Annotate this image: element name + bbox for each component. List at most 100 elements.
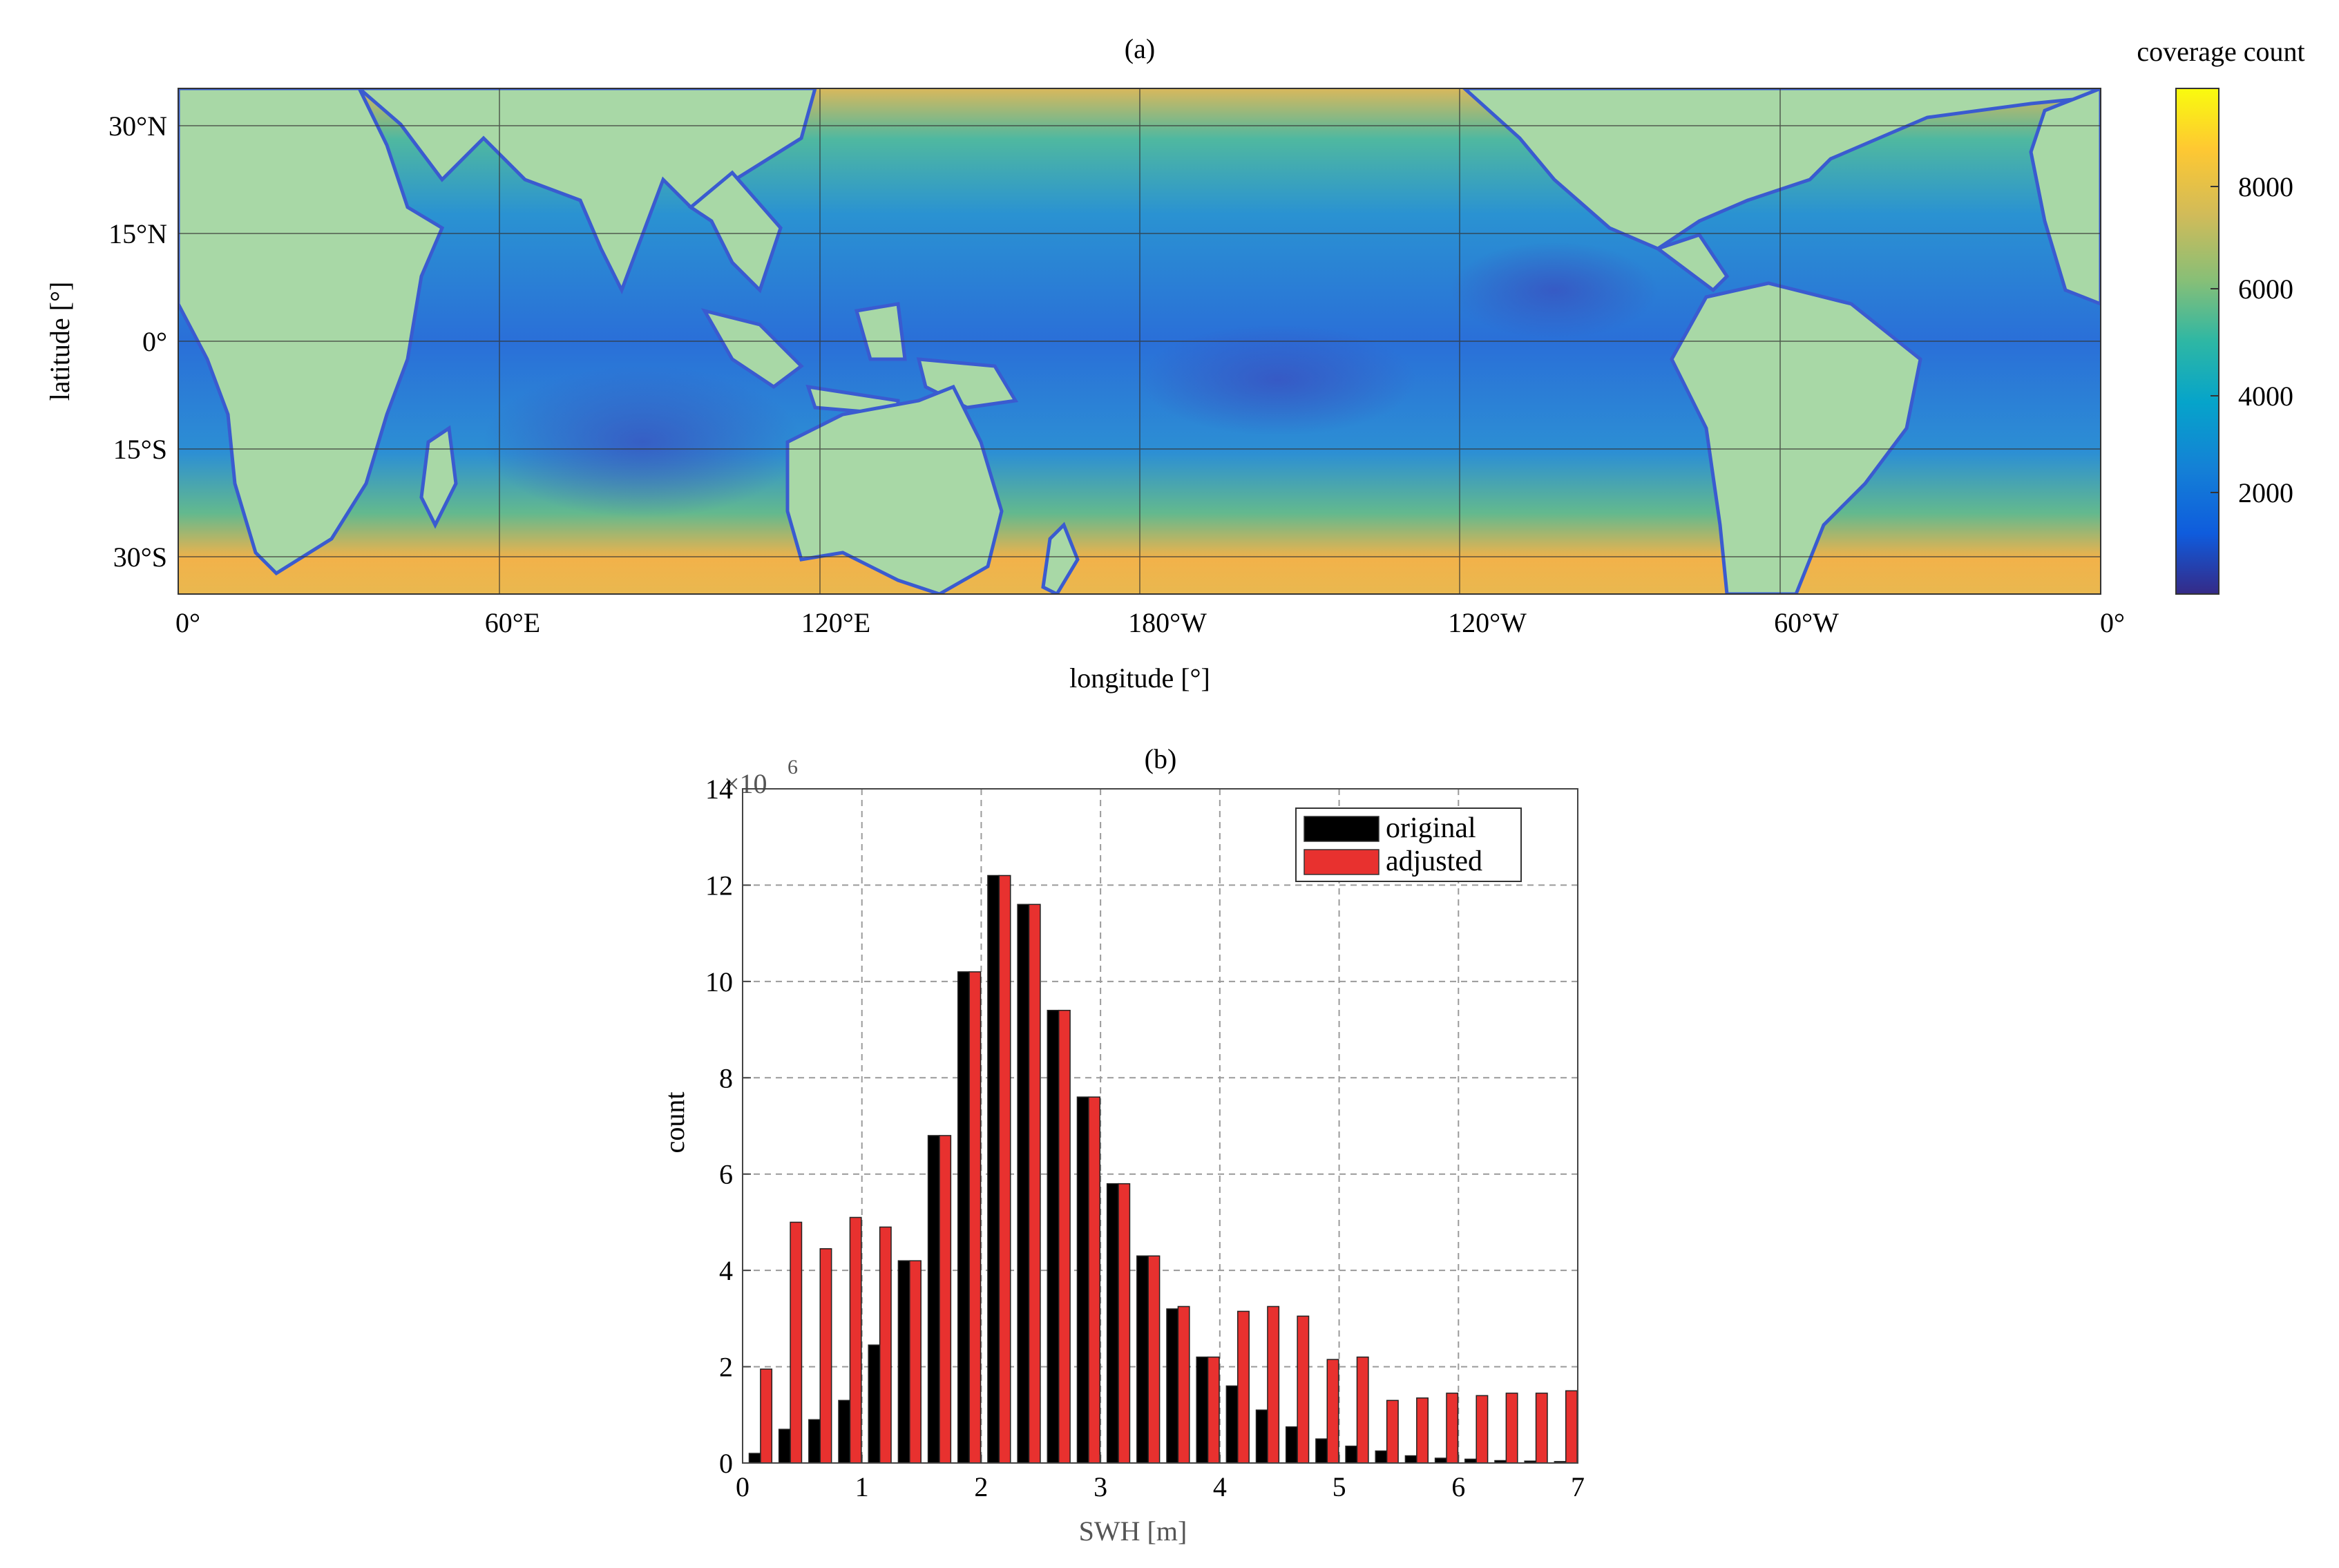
bar-original	[1375, 1450, 1388, 1464]
colorbar-title: coverage count	[2137, 36, 2304, 67]
plot-bars	[748, 874, 1578, 1464]
x-tick-label: 5	[1333, 1471, 1346, 1502]
bar-original	[868, 1344, 881, 1464]
legend-swatch-adjusted	[1304, 849, 1379, 875]
bar-adjusted	[1505, 1393, 1518, 1464]
bar-original	[1047, 1009, 1060, 1464]
bar-adjusted	[1446, 1393, 1459, 1464]
colorbar: coverage count 2000 4000 6000 8000	[2137, 36, 2305, 595]
bar-adjusted	[1565, 1390, 1578, 1464]
bar-original	[808, 1419, 821, 1464]
bar-adjusted	[1416, 1397, 1429, 1464]
bar-original	[1315, 1438, 1328, 1464]
x-tick-label: 1	[855, 1471, 869, 1502]
bar-adjusted	[1058, 1009, 1071, 1464]
legend-label-adjusted: adjusted	[1386, 845, 1482, 877]
lat-tick-label: 15°S	[113, 434, 167, 465]
colorbar-tick-label: 6000	[2238, 274, 2293, 305]
bar-original	[1434, 1457, 1447, 1464]
bar-original	[748, 1453, 761, 1464]
bar-original	[1136, 1255, 1149, 1464]
colorbar-tick-label: 2000	[2238, 477, 2293, 508]
legend: original adjusted	[1295, 807, 1522, 882]
bar-adjusted	[760, 1368, 773, 1464]
chart-xlabel: SWH [m]	[1079, 1516, 1187, 1547]
bar-adjusted	[1028, 903, 1041, 1464]
bar-adjusted	[939, 1135, 952, 1464]
map-ylabel: latitude [°]	[44, 282, 75, 401]
land-masses	[178, 88, 2101, 594]
bar-original	[1196, 1356, 1209, 1464]
lon-tick-label: 60°W	[1774, 607, 1839, 638]
lon-tick-label: 120°W	[1448, 607, 1527, 638]
y-tick-label: 0	[719, 1448, 733, 1479]
plot-frame	[742, 788, 1578, 1464]
bar-original	[987, 874, 1000, 1464]
bar-original	[1255, 1409, 1268, 1464]
x-tick-label: 2	[974, 1471, 988, 1502]
bar-original	[1166, 1308, 1179, 1464]
lon-tick-label: 180°W	[1128, 607, 1207, 638]
lat-tick-labels: 30°N 15°N 0° 15°S 30°S	[108, 111, 167, 573]
lon-tick-label: 120°E	[801, 607, 870, 638]
legend-swatch-original	[1304, 816, 1379, 842]
histogram-panel: (b) ×10 6 count SWH [m] 0 1 2 3 4 5 6 702468101…	[659, 743, 1585, 1547]
bar-original	[1076, 1096, 1089, 1464]
x-tick-label: 7	[1571, 1471, 1585, 1502]
x-tick-label: 3	[1094, 1471, 1107, 1502]
lon-tick-labels: 0° 60°E 120°E 180°W 120°W 60°W 0°	[175, 607, 2125, 638]
bar-adjusted	[1267, 1306, 1280, 1464]
bar-adjusted	[1207, 1356, 1220, 1464]
bar-adjusted	[1177, 1306, 1190, 1464]
bar-adjusted	[879, 1226, 892, 1464]
bar-adjusted	[1386, 1399, 1399, 1464]
lat-tick-label: 30°S	[113, 542, 167, 573]
lat-tick-label: 15°N	[108, 218, 167, 249]
legend-label-original: original	[1386, 812, 1476, 844]
bar-original	[1017, 903, 1030, 1464]
bar-original	[897, 1260, 910, 1464]
y-tick-label: 8	[719, 1062, 733, 1093]
bar-original	[1404, 1455, 1417, 1464]
lat-tick-label: 0°	[142, 326, 167, 357]
bar-adjusted	[1535, 1393, 1548, 1464]
lat-tick-label: 30°N	[108, 111, 167, 142]
y-multiplier-exponent: 6	[787, 756, 798, 778]
bar-adjusted	[790, 1221, 803, 1464]
chart-ylabel: count	[659, 1092, 690, 1154]
plot-grid	[742, 788, 1578, 1464]
bar-original	[927, 1135, 940, 1464]
coverage-map	[178, 88, 2101, 594]
lon-tick-label: 0°	[175, 607, 200, 638]
bar-adjusted	[968, 971, 982, 1464]
bar-original	[1225, 1385, 1239, 1464]
x-tick-label: 0	[736, 1471, 750, 1502]
bar-adjusted	[1147, 1255, 1161, 1464]
map-gridlines	[178, 88, 2101, 594]
map-frame	[178, 88, 2101, 595]
y-tick-label: 2	[719, 1352, 733, 1383]
colorbar-tick-label: 4000	[2238, 381, 2293, 412]
chart-title: (b)	[1145, 743, 1177, 774]
bar-original	[957, 971, 970, 1464]
bar-adjusted	[1356, 1356, 1369, 1464]
bar-adjusted	[1088, 1096, 1101, 1464]
bar-adjusted	[1118, 1183, 1131, 1464]
bar-original	[1345, 1445, 1358, 1464]
chart-multiplier: ×10 6	[724, 756, 798, 799]
map-xlabel: longitude [°]	[1069, 662, 1210, 694]
y-tick-label: 12	[705, 870, 733, 901]
y-tick-label: 6	[719, 1159, 733, 1190]
bar-adjusted	[1476, 1395, 1489, 1464]
bar-adjusted	[909, 1260, 922, 1464]
y-tick-label: 14	[705, 774, 733, 805]
map-panel: (a)	[44, 33, 2305, 694]
y-tick-label: 4	[719, 1255, 733, 1286]
bar-original	[1106, 1183, 1119, 1464]
bar-adjusted	[1326, 1359, 1339, 1464]
map-panel-label: (a)	[1125, 33, 1155, 64]
bar-original	[1285, 1426, 1298, 1464]
bar-adjusted	[998, 874, 1011, 1464]
